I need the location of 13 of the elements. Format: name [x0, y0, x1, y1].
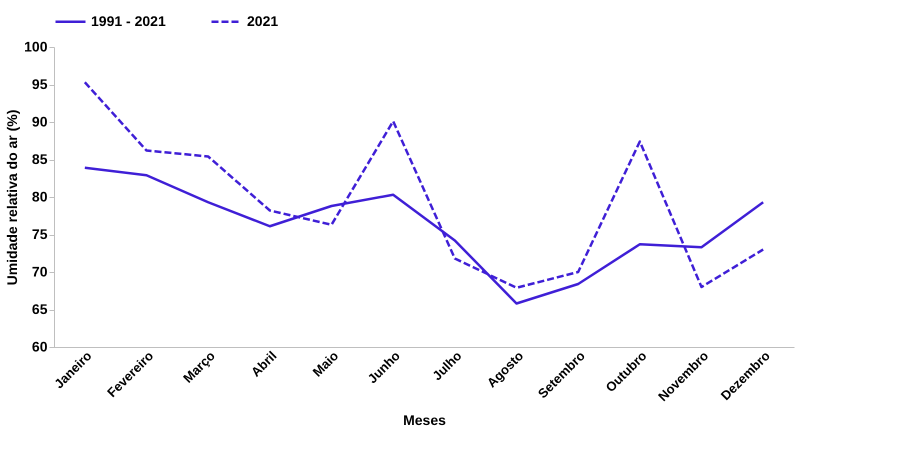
y-tick-label: 80: [32, 188, 48, 204]
y-axis-title: Umidade relativa do ar (%): [4, 110, 20, 286]
y-tick-label: 95: [32, 76, 48, 92]
x-axis-title: Meses: [403, 412, 446, 428]
y-tick-label: 60: [32, 338, 48, 354]
legend-label: 1991 - 2021: [91, 12, 166, 29]
y-tick-label: 100: [24, 38, 48, 54]
y-tick-label: 85: [32, 151, 48, 167]
y-tick-label: 90: [32, 114, 48, 130]
y-tick-label: 65: [32, 301, 48, 317]
legend-label: 2021: [247, 12, 278, 29]
y-tick-label: 75: [32, 226, 48, 242]
y-tick-label: 70: [32, 264, 48, 280]
